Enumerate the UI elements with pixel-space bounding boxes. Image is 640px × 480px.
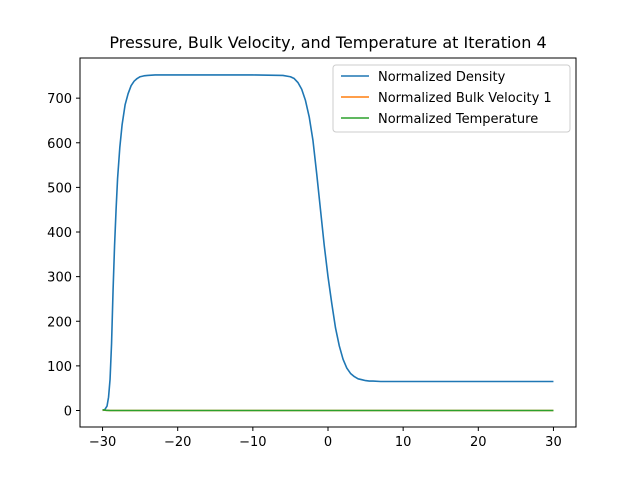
y-tick-label: 300 [47,271,72,286]
y-tick-label: 0 [64,404,72,419]
x-tick-label: 10 [395,435,412,450]
x-tick-label: −30 [89,435,116,450]
x-tick-label: −20 [164,435,191,450]
legend-label: Normalized Bulk Velocity 1 [378,91,552,106]
x-axis: −30 −20 −10 0 10 20 30 [89,427,562,450]
legend: Normalized Density Normalized Bulk Veloci… [332,64,571,133]
plot-area [102,74,554,412]
chart-title: Pressure, Bulk Velocity, and Temperature… [109,33,546,52]
legend-box [332,64,571,133]
y-axis: 0 100 200 300 400 500 600 700 [47,92,80,419]
y-tick-label: 500 [47,181,72,196]
series-line-normalized-density [102,74,554,412]
series-line-normalized-temperature [102,409,554,412]
y-tick-label: 700 [47,92,72,107]
y-tick-label: 600 [47,137,72,152]
x-tick-label: 0 [324,435,332,450]
x-tick-label: 20 [470,435,487,450]
x-tick-label: −10 [239,435,266,450]
y-tick-label: 100 [47,360,72,375]
y-tick-label: 200 [47,315,72,330]
x-tick-label: 30 [545,435,562,450]
legend-label: Normalized Density [378,70,506,85]
y-tick-label: 400 [47,226,72,241]
legend-label: Normalized Temperature [378,112,538,127]
